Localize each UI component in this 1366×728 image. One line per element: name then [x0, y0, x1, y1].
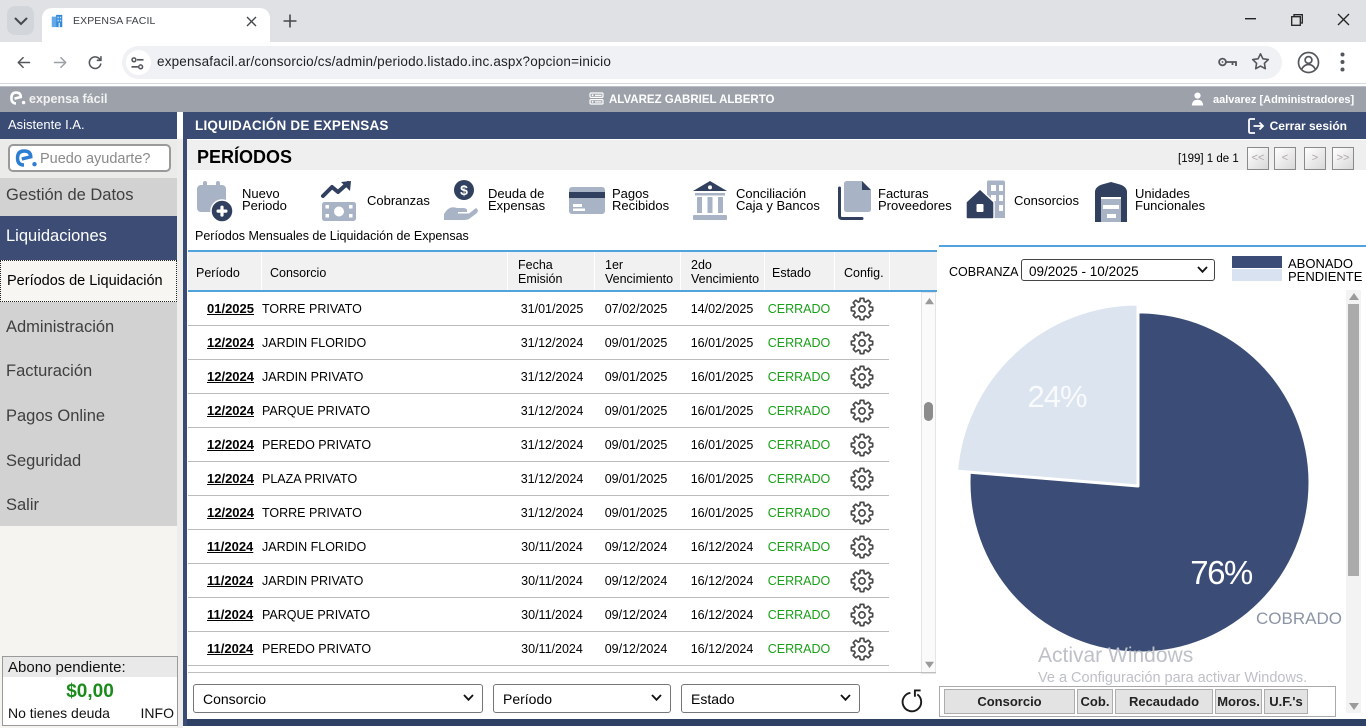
svg-text:COBRADO: COBRADO [1256, 609, 1342, 628]
svg-text:$: $ [460, 182, 468, 198]
svg-text:76%: 76% [1190, 554, 1253, 591]
svg-text:24%: 24% [1027, 379, 1086, 414]
